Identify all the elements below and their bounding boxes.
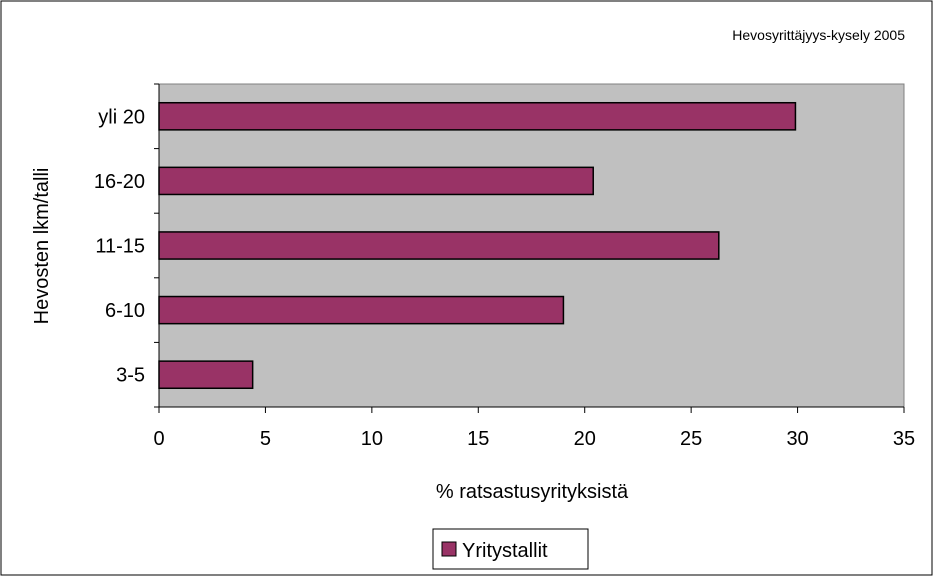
y-tick-label: 3-5 (116, 365, 145, 387)
y-tick-label: yli 20 (98, 106, 145, 128)
legend-box (432, 528, 589, 570)
bars-layer (158, 101, 797, 390)
x-tick-label: 20 (574, 428, 596, 450)
y-tick-label: 16-20 (94, 171, 145, 193)
chart-annotation: Hevosyrittäjyys-kysely 2005 (732, 27, 905, 43)
axes-layer: 3-5 6-10 11-15 16-20 yli 20 0 5 10 15 20 25 30 35 (94, 83, 915, 450)
bar-3-5 (158, 360, 254, 390)
legend-swatch (441, 541, 457, 557)
y-tick-label: 6-10 (105, 300, 145, 322)
x-axis-title: % ratsastusyrityksistä (436, 481, 629, 503)
x-tick-label: 5 (260, 428, 271, 450)
y-axis-title: Hevosten lkm/talli (31, 168, 53, 325)
y-tick-label: 11-15 (95, 236, 145, 258)
x-tick-label: 0 (153, 428, 164, 450)
x-tick-label: 25 (680, 428, 702, 450)
bar-6-10 (158, 295, 565, 325)
bar-yli-20 (158, 101, 797, 131)
bar-11-15 (158, 231, 720, 260)
x-tick-label: 15 (467, 428, 489, 450)
bar-16-20 (158, 166, 594, 196)
x-tick-label: 30 (786, 428, 808, 450)
x-tick-label: 35 (893, 428, 915, 450)
legend: Yritystallit (432, 528, 589, 570)
legend-label: Yritystallit (462, 540, 548, 562)
x-tick-label: 10 (361, 428, 383, 450)
